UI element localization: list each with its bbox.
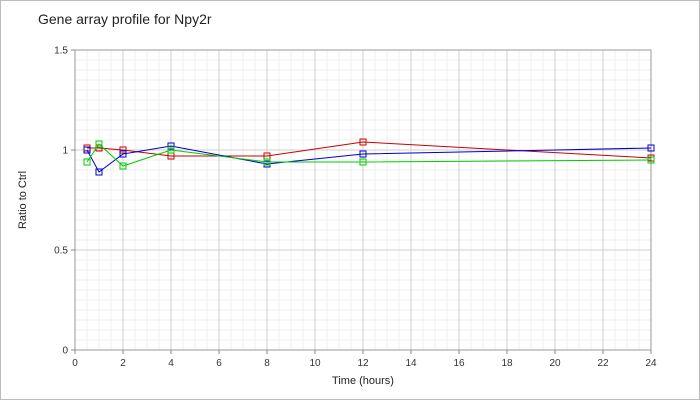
- y-tick-label: 1: [62, 146, 68, 157]
- chart-title: Gene array profile for Npy2r: [38, 11, 212, 27]
- x-tick-label: 18: [501, 358, 513, 369]
- x-tick-label: 16: [453, 358, 465, 369]
- series-layer: [83, 138, 655, 176]
- y-axis-label: Ratio to Ctrl: [17, 171, 29, 229]
- x-tick-label: 12: [357, 358, 369, 369]
- data-point-marker: [83, 146, 91, 154]
- y-tick-label: 0: [62, 346, 68, 357]
- x-tick-label: 10: [309, 358, 321, 369]
- data-point-marker: [263, 158, 271, 166]
- y-tick-label: 0.5: [54, 246, 68, 257]
- series-line: [86, 145, 652, 173]
- data-point-marker: [647, 144, 655, 152]
- x-tick-label: 24: [645, 358, 657, 369]
- x-axis-ticks: 0 2 4 6 8 10 12 14 16 18 20 22 24: [72, 350, 657, 369]
- data-point-marker: [359, 158, 367, 166]
- data-point-marker: [119, 150, 127, 158]
- data-point-marker: [119, 162, 127, 170]
- y-tick-label: 1.5: [54, 46, 68, 57]
- x-tick-label: 2: [120, 358, 126, 369]
- series-line: [86, 143, 652, 167]
- data-point-marker: [167, 146, 175, 154]
- data-point-marker: [359, 150, 367, 158]
- x-axis-label: Time (hours): [332, 375, 394, 387]
- data-point-marker: [83, 158, 91, 166]
- y-axis-ticks: 0 0.5 1 1.5: [54, 46, 75, 357]
- x-tick-label: 20: [549, 358, 561, 369]
- x-tick-label: 22: [597, 358, 609, 369]
- x-tick-label: 4: [168, 358, 174, 369]
- x-tick-label: 8: [264, 358, 270, 369]
- data-point-marker: [95, 168, 103, 176]
- data-point-marker: [167, 142, 175, 150]
- x-tick-label: 14: [405, 358, 417, 369]
- x-tick-label: 0: [72, 358, 78, 369]
- data-point-marker: [119, 146, 127, 154]
- data-point-marker: [95, 140, 103, 148]
- data-point-marker: [647, 156, 655, 164]
- data-point-marker: [359, 138, 367, 146]
- x-tick-label: 6: [216, 358, 222, 369]
- series-line: [87, 141, 652, 159]
- series-3: [83, 140, 655, 170]
